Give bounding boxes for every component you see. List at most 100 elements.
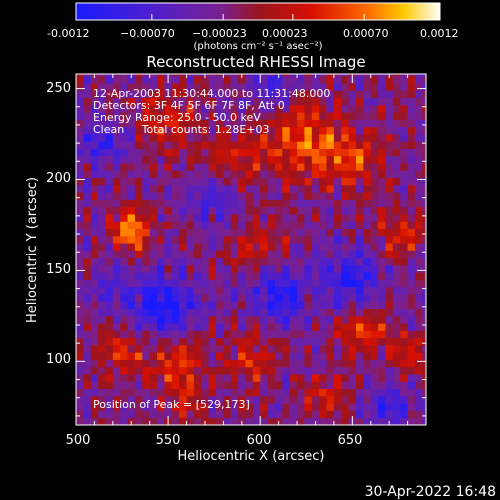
heatmap-cell [186,163,195,171]
heatmap-cell [245,330,254,339]
heatmap-cell [319,344,327,353]
heatmap-cell [98,184,106,193]
heatmap-cell [341,134,350,142]
heatmap-cell [142,97,151,106]
heatmap-cell [201,148,210,157]
heatmap-cell [186,119,195,128]
heatmap-cell [363,228,372,237]
heatmap-cell [76,250,84,259]
heatmap-cell [392,192,401,200]
heatmap-cell [407,323,416,331]
heatmap-cell [274,155,283,164]
heatmap-cell [186,170,195,179]
heatmap-cell [304,75,313,84]
heatmap-cell [76,163,84,171]
heatmap-cell [171,395,180,404]
heatmap-cell [289,90,298,99]
heatmap-cell [208,272,217,280]
heatmap-cell [274,83,283,91]
heatmap-cell [422,214,426,222]
heatmap-cell [304,214,313,222]
heatmap-cell [260,148,268,157]
heatmap-cell [356,315,364,324]
heatmap-cell [385,410,394,419]
heatmap-cell [238,359,246,368]
heatmap-cell [363,279,372,288]
heatmap-cell [171,388,180,397]
heatmap-cell [216,74,224,77]
heatmap-cell [311,381,320,390]
heatmap-cell [252,315,261,324]
heatmap-cell [98,352,106,360]
heatmap-cell [282,301,291,309]
heatmap-cell [356,148,364,157]
heatmap-cell [356,359,364,368]
heatmap-cell [171,134,180,142]
heatmap-cell [134,395,143,404]
heatmap-cell [304,410,313,419]
heatmap-cell [134,221,143,229]
heatmap-cell [164,264,173,273]
heatmap-cell [245,221,254,229]
heatmap-cell [333,403,342,411]
heatmap-cell [179,301,187,309]
heatmap-cell [186,301,195,309]
heatmap-cell [333,374,342,382]
heatmap-cell [252,199,261,208]
heatmap-cell [348,344,357,353]
heatmap-cell [370,177,379,186]
heatmap-cell [422,257,426,266]
heatmap-cell [267,352,276,360]
heatmap-cell [112,257,121,266]
heatmap-cell [134,112,143,120]
heatmap-cell [164,119,173,128]
x-tick-label: 650 [338,433,363,448]
heatmap-cell [186,75,195,84]
heatmap-cell [319,74,327,77]
heatmap-cell [112,83,121,91]
heatmap-cell [127,286,136,295]
heatmap-cell [157,366,165,375]
heatmap-cell [105,374,114,382]
heatmap-cell [378,315,386,324]
heatmap-cell [319,294,327,302]
heatmap-cell [223,381,232,390]
heatmap-cell [186,323,195,331]
heatmap-cell [304,141,313,149]
heatmap-cell [267,184,276,193]
heatmap-cell [392,308,401,317]
heatmap-cell [252,286,261,295]
heatmap-cell [186,206,195,215]
heatmap-cell [208,134,217,142]
heatmap-cell [378,134,386,142]
heatmap-cell [341,90,350,99]
heatmap-cell [120,177,128,186]
heatmap-cell [319,104,327,113]
heatmap-cell [216,97,224,106]
heatmap-cell [201,221,210,229]
heatmap-cell [230,126,239,135]
heatmap-cell [400,97,408,106]
heatmap-cell [105,272,114,280]
heatmap-cell [297,395,305,404]
heatmap-cell [341,155,350,164]
heatmap-cell [171,366,180,375]
heatmap-cell [260,199,268,208]
heatmap-cell [319,214,327,222]
heatmap-cell [179,286,187,295]
heatmap-cell [289,286,298,295]
heatmap-cell [201,104,210,113]
heatmap-cell [134,381,143,390]
heatmap-cell [201,141,210,149]
heatmap-cell [134,352,143,360]
heatmap-cell [157,83,165,91]
heatmap-cell [230,301,239,309]
heatmap-cell [112,155,121,164]
heatmap-cell [319,83,327,91]
heatmap-cell [90,97,99,106]
heatmap-cell [112,170,121,179]
heatmap-cell [289,112,298,120]
heatmap-cell [98,243,106,251]
heatmap-cell [274,294,283,302]
heatmap-cell [260,395,268,404]
